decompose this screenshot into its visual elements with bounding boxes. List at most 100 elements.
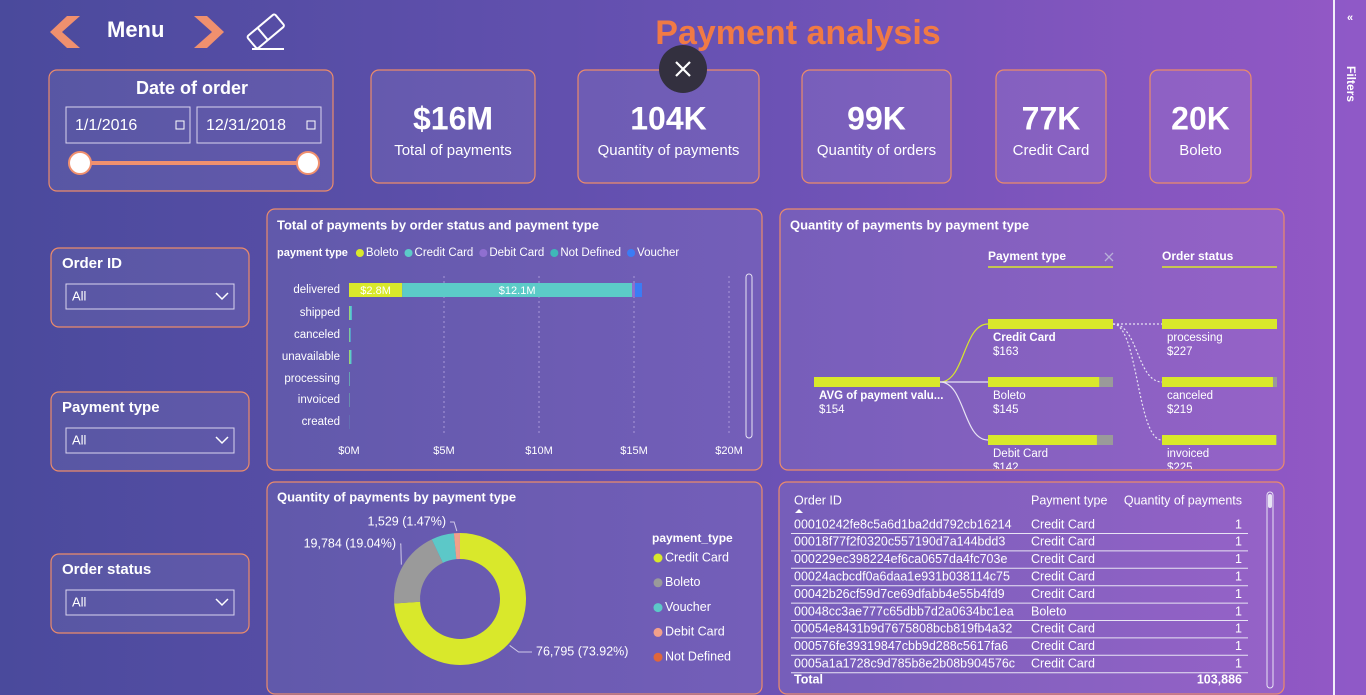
decomp-node-value: $227 xyxy=(1167,346,1193,358)
decomp-bar[interactable] xyxy=(1162,435,1276,445)
leader-line xyxy=(450,521,458,532)
legend-marker xyxy=(653,603,663,613)
table-cell: 00010242fe8c5a6d1ba2dd792cb16214 xyxy=(794,517,1012,531)
legend-label: Credit Card xyxy=(415,247,474,259)
decomp-connector xyxy=(939,323,989,383)
bar-chart-panel xyxy=(266,208,763,471)
column-header[interactable]: Quantity of payments xyxy=(1124,493,1242,507)
eraser-icon[interactable] xyxy=(246,13,285,50)
slicer-label: Payment type xyxy=(62,399,160,416)
donut-data-label: 1,529 (1.47%) xyxy=(367,514,446,528)
table-cell: Credit Card xyxy=(1031,587,1095,601)
filters-pane[interactable] xyxy=(1334,0,1366,695)
decomp-bar[interactable] xyxy=(988,435,1097,445)
sort-indicator xyxy=(795,509,803,513)
y-tick-label: shipped xyxy=(300,307,340,319)
donut-data-label: 19,784 (19.04%) xyxy=(304,536,396,550)
decomp-node-value: $142 xyxy=(993,462,1019,474)
slicer-dropdown[interactable] xyxy=(65,589,235,616)
slicer-value[interactable]: All xyxy=(72,288,87,303)
kpi-card xyxy=(995,69,1107,184)
donut-title: Quantity of payments by payment type xyxy=(277,489,516,504)
forward-button[interactable] xyxy=(194,16,224,48)
slicer-panel xyxy=(50,553,250,634)
slicer-value[interactable]: All xyxy=(72,432,87,447)
slicer-value[interactable]: All xyxy=(72,594,87,609)
table-cell: Boleto xyxy=(1031,604,1066,618)
y-tick-label: invoiced xyxy=(298,394,340,406)
decomp-bar[interactable] xyxy=(814,377,940,387)
dropdown-arrow xyxy=(215,436,229,445)
decomp-bar[interactable] xyxy=(988,319,1113,329)
collapse-icon[interactable]: « xyxy=(1347,12,1353,24)
kpi-label: Quantity of payments xyxy=(598,142,740,159)
decomp-connector xyxy=(1112,323,1163,383)
donut-data-label: 76,795 (73.92%) xyxy=(536,644,628,658)
data-label: $12.1M xyxy=(499,285,536,297)
legend-label: Boleto xyxy=(665,575,700,589)
decomp-node-label: AVG of payment valu... xyxy=(819,390,943,402)
legend-label: Debit Card xyxy=(665,625,725,639)
bar-segment xyxy=(349,306,350,320)
legend-label: Not Defined xyxy=(665,649,731,663)
table-cell: 1 xyxy=(1235,569,1242,583)
decomp-remove-icon[interactable] xyxy=(1104,252,1114,262)
slicer-dropdown[interactable] xyxy=(65,427,235,454)
table-scrollbar[interactable] xyxy=(1266,491,1274,689)
bar-chart-title: Total of payments by order status and pa… xyxy=(277,217,599,232)
decomp-bar[interactable] xyxy=(1162,377,1273,387)
column-header[interactable]: Payment type xyxy=(1031,493,1107,507)
date-input[interactable] xyxy=(65,106,191,144)
kpi-label: Credit Card xyxy=(1013,142,1090,159)
slicer-panel xyxy=(50,247,250,328)
decomp-connector xyxy=(1112,323,1163,441)
y-tick-label: created xyxy=(302,416,340,428)
menu-label[interactable]: Menu xyxy=(107,17,164,42)
bar-segment xyxy=(402,283,633,297)
x-tick-label: $20M xyxy=(715,445,743,457)
y-tick-label: canceled xyxy=(294,329,340,341)
date-slider-handle[interactable] xyxy=(68,151,92,175)
legend-marker xyxy=(627,249,636,257)
table-cell: 0005a1a1728c9d785b8e2b08b904576c xyxy=(794,656,1015,670)
slicer-panel xyxy=(50,391,250,472)
scrollbar[interactable] xyxy=(745,273,753,439)
decomp-bar[interactable] xyxy=(988,377,1100,387)
date-input-text[interactable]: 12/31/2018 xyxy=(206,117,286,134)
table-cell: 00024acbcdf0a6daa1e931b038114c75 xyxy=(794,569,1010,583)
x-tick-label: $5M xyxy=(433,445,454,457)
decomp-node-label: canceled xyxy=(1167,390,1213,402)
legend-marker xyxy=(550,249,559,257)
calendar-icon xyxy=(306,120,316,130)
donut-slice[interactable] xyxy=(453,533,460,560)
legend-label: Not Defined xyxy=(560,247,621,259)
table-cell: Credit Card xyxy=(1031,569,1095,583)
donut-slice[interactable] xyxy=(431,533,457,563)
donut-slice[interactable] xyxy=(394,533,526,665)
donut-slice[interactable] xyxy=(394,539,443,604)
back-button[interactable] xyxy=(50,16,80,48)
date-slider-handle[interactable] xyxy=(296,151,320,175)
filters-label[interactable]: Filters xyxy=(1344,66,1358,102)
table-cell: 1 xyxy=(1235,552,1242,566)
slicer-dropdown[interactable] xyxy=(65,283,235,310)
date-filter-label: Date of order xyxy=(136,78,248,98)
column-header[interactable]: Order ID xyxy=(794,493,842,507)
x-tick-label: $15M xyxy=(620,445,648,457)
kpi-value: 77K xyxy=(1022,100,1081,136)
calendar-icon xyxy=(175,120,185,130)
legend-marker xyxy=(653,578,663,588)
kpi-card xyxy=(370,69,536,184)
legend-marker xyxy=(355,249,364,257)
decomp-header: Payment type xyxy=(988,249,1066,263)
decomp-node-value: $163 xyxy=(993,346,1019,358)
date-input[interactable] xyxy=(196,106,322,144)
dropdown-arrow xyxy=(215,598,229,607)
data-label: $2.8M xyxy=(360,285,391,297)
kpi-value: 20K xyxy=(1171,100,1230,136)
decomp-node-label: processing xyxy=(1167,332,1223,344)
table-scroll-thumb[interactable] xyxy=(1268,494,1272,508)
legend-label: Credit Card xyxy=(665,550,729,564)
date-input-text[interactable]: 1/1/2016 xyxy=(75,117,137,134)
decomp-bar[interactable] xyxy=(1162,319,1277,329)
